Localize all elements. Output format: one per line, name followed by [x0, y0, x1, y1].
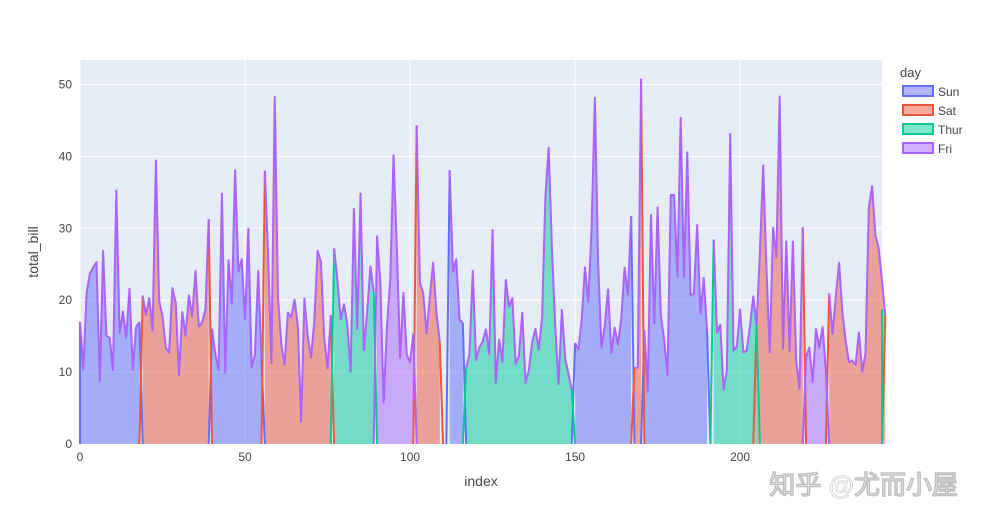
line-thur: [712, 132, 758, 391]
legend-label-thur[interactable]: Thur: [938, 123, 963, 137]
x-tick-label: 150: [565, 450, 585, 464]
line-fri: [376, 154, 415, 404]
area-series: [80, 78, 886, 445]
area-sun: [80, 190, 140, 444]
line-sat: [828, 185, 887, 373]
line-sat: [634, 78, 643, 369]
x-tick-label: 0: [77, 450, 84, 464]
y-tick-label: 0: [65, 437, 72, 451]
series-edge-sun: [445, 170, 451, 445]
y-axis-ticks: 0 10 20 30 40 50: [59, 77, 73, 451]
series-edge-sat: [138, 295, 144, 445]
area-sat: [634, 78, 642, 444]
series-edge-sat: [438, 341, 445, 445]
y-tick-label: 20: [59, 293, 73, 307]
line-thur: [333, 192, 375, 373]
watermark: 知乎 @尤而小屋: [769, 470, 958, 500]
area-sat: [829, 186, 886, 444]
legend-swatch-sun: [902, 85, 934, 97]
legend-label-sat[interactable]: Sat: [938, 104, 957, 118]
area-sun: [575, 97, 632, 445]
legend-label-sun[interactable]: Sun: [938, 85, 959, 99]
series-edge-thur: [329, 248, 336, 445]
series-edge-sat: [752, 325, 758, 445]
series-edge-fri: [412, 333, 418, 445]
y-tick-label: 50: [59, 77, 73, 91]
area-sun: [212, 170, 262, 444]
area-thur: [713, 133, 757, 445]
series-edge-sun: [570, 342, 577, 445]
series-edge-sat: [640, 78, 646, 445]
line-sun: [79, 189, 141, 382]
line-sun: [211, 169, 263, 374]
series-edge-thur: [755, 325, 761, 445]
series-edge-sat: [801, 227, 808, 445]
legend[interactable]: day Sun Sat Thur Fri: [900, 65, 963, 156]
series-edge-sat: [824, 293, 831, 445]
series-edge-thur: [461, 367, 468, 445]
line-sat: [141, 159, 210, 377]
series-edge-thur: [709, 239, 715, 445]
legend-title: day: [900, 65, 921, 80]
legend-label-fri[interactable]: Fri: [938, 142, 952, 156]
y-tick-label: 40: [59, 149, 73, 163]
series-edge-fri: [372, 235, 379, 445]
series-edge-fri: [824, 371, 831, 445]
area-sun: [644, 117, 708, 445]
y-tick-label: 30: [59, 221, 73, 235]
area-sat: [416, 125, 440, 444]
area-fri: [806, 327, 826, 444]
area-sat: [756, 96, 803, 444]
x-axis-ticks: 0 50 100 150 200: [77, 450, 751, 464]
line-sat: [263, 95, 332, 423]
series-edge-thur: [570, 389, 577, 445]
x-tick-label: 200: [730, 450, 750, 464]
series-edge-fri: [801, 356, 808, 445]
series-edge-sat: [260, 170, 266, 445]
series-edge-sat: [207, 219, 214, 445]
legend-swatch-sat: [902, 104, 934, 116]
line-sun: [643, 116, 709, 393]
legend-swatch-thur: [902, 123, 934, 135]
legend-swatch-fri: [902, 142, 934, 154]
area-sun: [449, 170, 463, 444]
line-thur: [465, 146, 573, 391]
line-sat: [415, 125, 441, 342]
series-edge-sat: [412, 125, 418, 445]
x-axis-title: index: [464, 473, 497, 489]
area-sat: [142, 160, 209, 444]
y-axis-title: total_bill: [25, 226, 41, 277]
area-sat: [264, 96, 331, 444]
line-fri: [805, 326, 827, 384]
line-sat: [755, 95, 804, 390]
line-sun: [574, 96, 633, 354]
series-lines: [79, 78, 887, 445]
x-tick-label: 100: [400, 450, 420, 464]
line-sun: [448, 170, 464, 324]
series-edge-sat: [630, 367, 636, 445]
x-tick-label: 50: [238, 450, 252, 464]
area-thur: [334, 193, 374, 444]
y-tick-label: 10: [59, 365, 73, 379]
area-fri: [377, 155, 414, 444]
series-edge-sun: [630, 215, 636, 445]
